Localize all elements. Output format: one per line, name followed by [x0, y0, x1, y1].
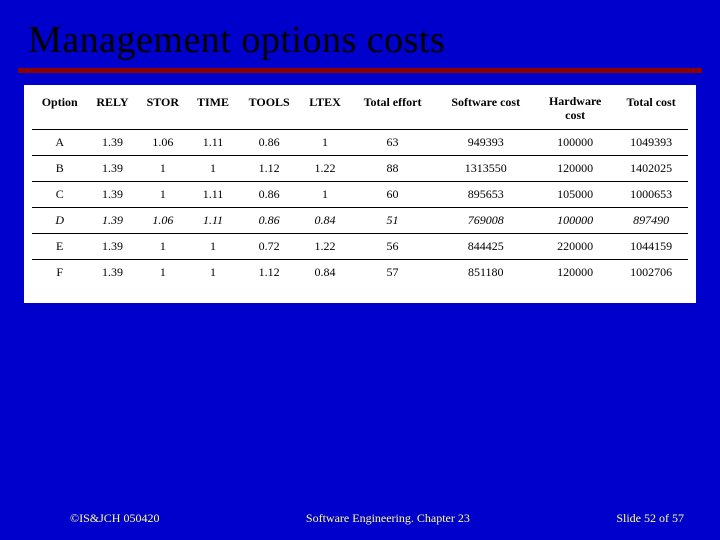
column-header: Total cost: [614, 91, 688, 129]
table-cell: 56: [350, 233, 436, 259]
costs-table-container: OptionRELYSTORTIMETOOLSLTEXTotal effortS…: [24, 85, 696, 303]
table-cell: 60: [350, 181, 436, 207]
table-header-row: OptionRELYSTORTIMETOOLSLTEXTotal effortS…: [32, 91, 688, 129]
table-cell: 1313550: [435, 155, 536, 181]
column-header: Hardwarecost: [536, 91, 614, 129]
table-cell: 1.39: [87, 233, 137, 259]
table-row: C1.3911.110.861608956531050001000653: [32, 181, 688, 207]
table-cell: 63: [350, 129, 436, 155]
table-cell: 1.06: [138, 207, 188, 233]
table-cell: 105000: [536, 181, 614, 207]
table-cell: 1.11: [188, 207, 238, 233]
table-cell: 1.39: [87, 129, 137, 155]
table-body: A1.391.061.110.861639493931000001049393B…: [32, 129, 688, 285]
table-cell: 1.11: [188, 181, 238, 207]
costs-table: OptionRELYSTORTIMETOOLSLTEXTotal effortS…: [32, 91, 688, 285]
column-header: Software cost: [435, 91, 536, 129]
table-cell: 1.22: [300, 155, 349, 181]
table-cell: 1: [188, 233, 238, 259]
table-cell: 88: [350, 155, 436, 181]
table-cell: 0.84: [300, 259, 349, 285]
table-cell: 1.39: [87, 155, 137, 181]
table-cell: 220000: [536, 233, 614, 259]
slide-footer: ©IS&JCH 050420 Software Engineering. Cha…: [0, 511, 720, 526]
table-cell: 1: [138, 155, 188, 181]
footer-center: Software Engineering. Chapter 23: [306, 511, 470, 526]
table-cell: 120000: [536, 155, 614, 181]
table-cell: B: [32, 155, 87, 181]
table-row: D1.391.061.110.860.845176900810000089749…: [32, 207, 688, 233]
column-header: STOR: [138, 91, 188, 129]
table-cell: 1044159: [614, 233, 688, 259]
title-area: Management options costs: [0, 0, 720, 62]
table-cell: 1: [300, 181, 349, 207]
table-cell: 1.11: [188, 129, 238, 155]
table-cell: 51: [350, 207, 436, 233]
table-cell: 1.22: [300, 233, 349, 259]
table-row: E1.39110.721.22568444252200001044159: [32, 233, 688, 259]
table-cell: 949393: [435, 129, 536, 155]
table-cell: 1.12: [238, 259, 301, 285]
table-cell: 851180: [435, 259, 536, 285]
column-header: LTEX: [300, 91, 349, 129]
table-cell: 1000653: [614, 181, 688, 207]
table-cell: 1402025: [614, 155, 688, 181]
table-row: F1.39111.120.84578511801200001002706: [32, 259, 688, 285]
table-cell: 1: [138, 181, 188, 207]
column-header: TOOLS: [238, 91, 301, 129]
table-cell: 1.12: [238, 155, 301, 181]
column-header: Option: [32, 91, 87, 129]
table-row: A1.391.061.110.861639493931000001049393: [32, 129, 688, 155]
table-cell: 0.72: [238, 233, 301, 259]
table-cell: 895653: [435, 181, 536, 207]
table-cell: 1002706: [614, 259, 688, 285]
table-cell: F: [32, 259, 87, 285]
table-cell: 1.06: [138, 129, 188, 155]
table-header: OptionRELYSTORTIMETOOLSLTEXTotal effortS…: [32, 91, 688, 129]
table-cell: 100000: [536, 207, 614, 233]
table-cell: 0.86: [238, 129, 301, 155]
table-cell: 1049393: [614, 129, 688, 155]
table-cell: E: [32, 233, 87, 259]
table-cell: 0.86: [238, 181, 301, 207]
column-header: Total effort: [350, 91, 436, 129]
table-cell: D: [32, 207, 87, 233]
table-cell: 0.84: [300, 207, 349, 233]
table-cell: 1.39: [87, 259, 137, 285]
table-cell: 1: [188, 155, 238, 181]
table-cell: 1.39: [87, 207, 137, 233]
table-cell: 1: [300, 129, 349, 155]
table-row: B1.39111.121.228813135501200001402025: [32, 155, 688, 181]
title-underline-rule: [18, 68, 702, 73]
footer-right: Slide 52 of 57: [616, 511, 684, 526]
table-cell: 57: [350, 259, 436, 285]
table-cell: 897490: [614, 207, 688, 233]
table-cell: A: [32, 129, 87, 155]
table-cell: 100000: [536, 129, 614, 155]
table-cell: 1: [188, 259, 238, 285]
table-cell: 120000: [536, 259, 614, 285]
column-header: RELY: [87, 91, 137, 129]
table-cell: 844425: [435, 233, 536, 259]
table-cell: 1: [138, 233, 188, 259]
table-cell: 769008: [435, 207, 536, 233]
footer-left: ©IS&JCH 050420: [70, 511, 159, 526]
column-header: TIME: [188, 91, 238, 129]
table-cell: 1.39: [87, 181, 137, 207]
slide-title: Management options costs: [28, 18, 720, 62]
table-cell: C: [32, 181, 87, 207]
table-cell: 0.86: [238, 207, 301, 233]
table-cell: 1: [138, 259, 188, 285]
